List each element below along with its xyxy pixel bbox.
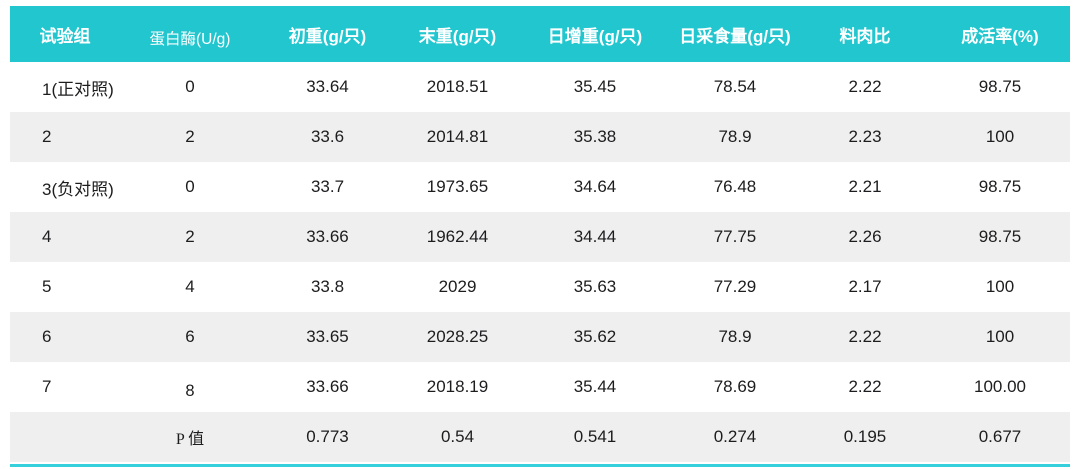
table-body: 1(正对照) 0 33.64 2018.51 35.45 78.54 2.22 98.75 2 2…: [10, 62, 1070, 462]
table-cell: 100.00: [974, 377, 1026, 396]
table-cell: 33.7: [310, 177, 345, 196]
table-cell: 2.17: [848, 277, 882, 296]
table-cell: 2014.81: [395, 112, 520, 162]
table-cell: 98.75: [978, 77, 1022, 96]
table-row: 4 2 33.66 1962.44 34.44 77.75 2.26 98.75: [10, 212, 1070, 262]
table-cell: 2.22: [800, 312, 930, 362]
table-row: P 值 0.773 0.54 0.541 0.274 0.195 0.677: [10, 412, 1070, 462]
table-cell: 2018.19: [426, 377, 489, 396]
table-cell: 2: [120, 212, 260, 262]
column-header: 日增重(g/只): [520, 6, 670, 62]
table-cell: 77.29: [713, 277, 757, 296]
table-cell: P 值: [120, 412, 260, 462]
column-header: 蛋白酶(U/g): [120, 6, 260, 62]
bottom-accent-line: [10, 464, 1070, 467]
table-cell: 2028.25: [395, 312, 520, 362]
table-cell: 5: [42, 277, 52, 296]
table-cell: 2: [120, 112, 260, 162]
table-cell: 0: [185, 77, 195, 96]
table-cell: 2: [10, 112, 120, 162]
column-header: 成活率(%): [930, 6, 1070, 62]
table-row: 2 2 33.6 2014.81 35.38 78.9 2.23 100: [10, 112, 1070, 162]
table-row: 3(负对照) 0 33.7 1973.65 34.64 76.48 2.21 98.75: [10, 162, 1070, 212]
table-cell: 35.44: [573, 377, 617, 396]
table-cell: 33.66: [306, 377, 349, 396]
table-cell: 35.38: [520, 112, 670, 162]
table-row: 7 8 33.66 2018.19 35.44 78.69 2.22 100.00: [10, 362, 1070, 412]
column-header: 初重(g/只): [260, 6, 395, 62]
table-cell: [10, 412, 120, 462]
table-cell: 78.54: [713, 77, 757, 96]
column-header: 试验组: [10, 6, 120, 62]
table-cell: 1973.65: [426, 177, 489, 196]
table-cell: 100: [930, 112, 1070, 162]
table-cell: 35.45: [573, 77, 617, 96]
table-cell: 2.22: [848, 77, 882, 96]
table-cell: 98.75: [978, 177, 1022, 196]
table-cell: 7: [42, 377, 52, 396]
table-cell: 78.69: [713, 377, 757, 396]
table-cell: 3(负对照): [42, 179, 114, 199]
table-cell: 1(正对照): [42, 79, 114, 99]
table-cell: 33.64: [306, 77, 349, 96]
table-cell: 77.75: [670, 212, 800, 262]
table-cell: 0.274: [670, 412, 800, 462]
table-cell: 2.26: [800, 212, 930, 262]
table-cell: 100: [985, 277, 1015, 296]
table-cell: 33.65: [260, 312, 395, 362]
table-row: 5 4 33.8 2029 35.63 77.29 2.17 100: [10, 262, 1070, 312]
table-cell: 4: [185, 277, 195, 296]
column-header: 日采食量(g/只): [670, 6, 800, 62]
results-table-container: 试验组 蛋白酶(U/g) 初重(g/只) 末重(g/只) 日增重(g/只) 日采食量(g/…: [10, 6, 1070, 462]
table-cell: 2029: [438, 277, 477, 296]
table-cell: 33.66: [260, 212, 395, 262]
table-cell: 0.773: [260, 412, 395, 462]
table-cell: 2.22: [848, 377, 882, 396]
table-cell: 2.23: [800, 112, 930, 162]
table-cell: 0: [185, 177, 195, 196]
table-cell: 6: [10, 312, 120, 362]
table-cell: 98.75: [930, 212, 1070, 262]
table-cell: 6: [120, 312, 260, 362]
column-header: 料肉比: [800, 6, 930, 62]
table-row: 6 6 33.65 2028.25 35.62 78.9 2.22 100: [10, 312, 1070, 362]
table-row: 1(正对照) 0 33.64 2018.51 35.45 78.54 2.22 98.75: [10, 62, 1070, 112]
table-cell: 76.48: [713, 177, 757, 196]
table-cell: 100: [930, 312, 1070, 362]
table-cell: 2018.51: [426, 77, 489, 96]
results-table: 试验组 蛋白酶(U/g) 初重(g/只) 末重(g/只) 日增重(g/只) 日采食量(g/…: [10, 6, 1070, 462]
column-header: 末重(g/只): [395, 6, 520, 62]
table-cell: 0.541: [520, 412, 670, 462]
table-cell: 35.63: [573, 277, 617, 296]
table-cell: 2.21: [848, 177, 882, 196]
table-cell: 78.9: [670, 112, 800, 162]
table-cell: 33.8: [310, 277, 345, 296]
table-cell: 0.54: [395, 412, 520, 462]
table-cell: 0.677: [930, 412, 1070, 462]
table-cell: 8: [185, 382, 195, 400]
table-cell: 34.64: [573, 177, 617, 196]
table-cell: 34.44: [520, 212, 670, 262]
header-row: 试验组 蛋白酶(U/g) 初重(g/只) 末重(g/只) 日增重(g/只) 日采食量(g/…: [10, 6, 1070, 62]
table-cell: 0.195: [800, 412, 930, 462]
table-cell: 1962.44: [395, 212, 520, 262]
table-cell: 35.62: [520, 312, 670, 362]
table-cell: 78.9: [670, 312, 800, 362]
table-cell: 4: [10, 212, 120, 262]
table-cell: 33.6: [260, 112, 395, 162]
